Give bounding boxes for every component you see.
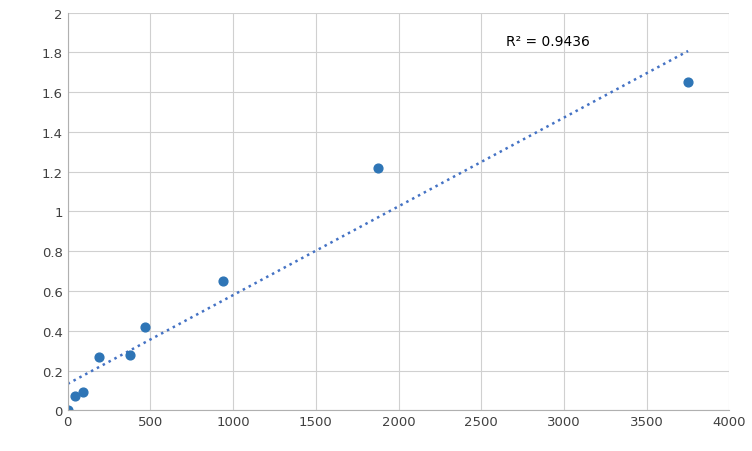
Point [77,389,89,396]
Point [682,79,694,87]
Point [92,353,105,360]
Point [123,351,135,359]
Point [62,407,74,414]
Point [371,165,384,172]
Point [217,278,229,285]
Text: R² = 0.9436: R² = 0.9436 [506,35,590,49]
Point [69,393,81,400]
Point [139,323,151,331]
